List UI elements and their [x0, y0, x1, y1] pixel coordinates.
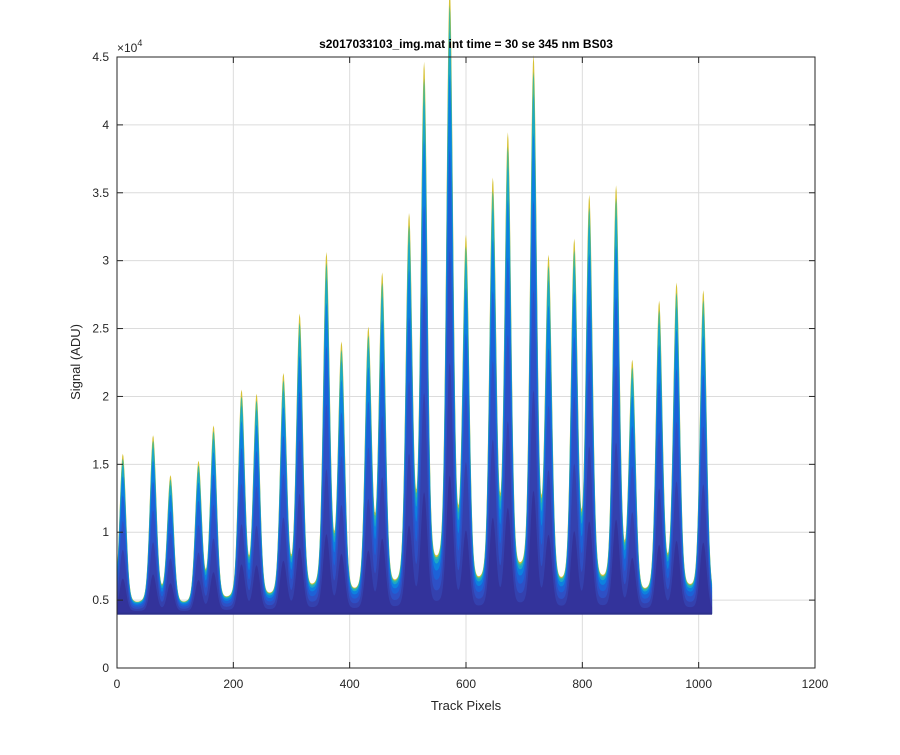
y-axis-exponent-base: ×10 — [117, 41, 138, 55]
y-axis-exponent: ×104 — [117, 38, 142, 55]
series-area-5 — [117, 149, 713, 614]
x-tick-label: 400 — [340, 677, 360, 691]
baseline-band — [117, 612, 713, 615]
y-tick-label: 3 — [102, 254, 109, 268]
y-tick-label: 4 — [102, 118, 109, 132]
x-tick-label: 0 — [114, 677, 121, 691]
x-tick-label: 600 — [456, 677, 476, 691]
series-group — [117, 0, 713, 615]
y-tick-label: 1.5 — [92, 457, 109, 471]
y-axis-ticks: 0 0.5 1 1.5 2 2.5 3 3.5 4 4.5 — [92, 50, 815, 675]
y-tick-label: 0.5 — [92, 593, 109, 607]
series-area-6 — [117, 249, 713, 614]
x-tick-label: 1200 — [802, 677, 829, 691]
x-tick-label: 800 — [572, 677, 592, 691]
y-tick-label: 0 — [102, 661, 109, 675]
y-tick-label: 2.5 — [92, 322, 109, 336]
x-tick-label: 200 — [223, 677, 243, 691]
y-axis-label: Signal (ADU) — [68, 324, 83, 400]
x-tick-label: 1000 — [685, 677, 712, 691]
x-axis-ticks: 0 200 400 600 800 1000 1200 — [114, 57, 829, 691]
series-area-7 — [117, 362, 713, 614]
series-area-8 — [117, 475, 713, 614]
x-axis-label: Track Pixels — [431, 698, 502, 713]
chart-title: s2017033103_img.mat int time = 30 se 345… — [319, 37, 613, 51]
y-tick-label: 2 — [102, 389, 109, 403]
y-tick-label: 3.5 — [92, 186, 109, 200]
y-tick-label: 1 — [102, 525, 109, 539]
y-axis-exponent-power: 4 — [137, 38, 142, 48]
y-tick-label: 4.5 — [92, 50, 109, 64]
